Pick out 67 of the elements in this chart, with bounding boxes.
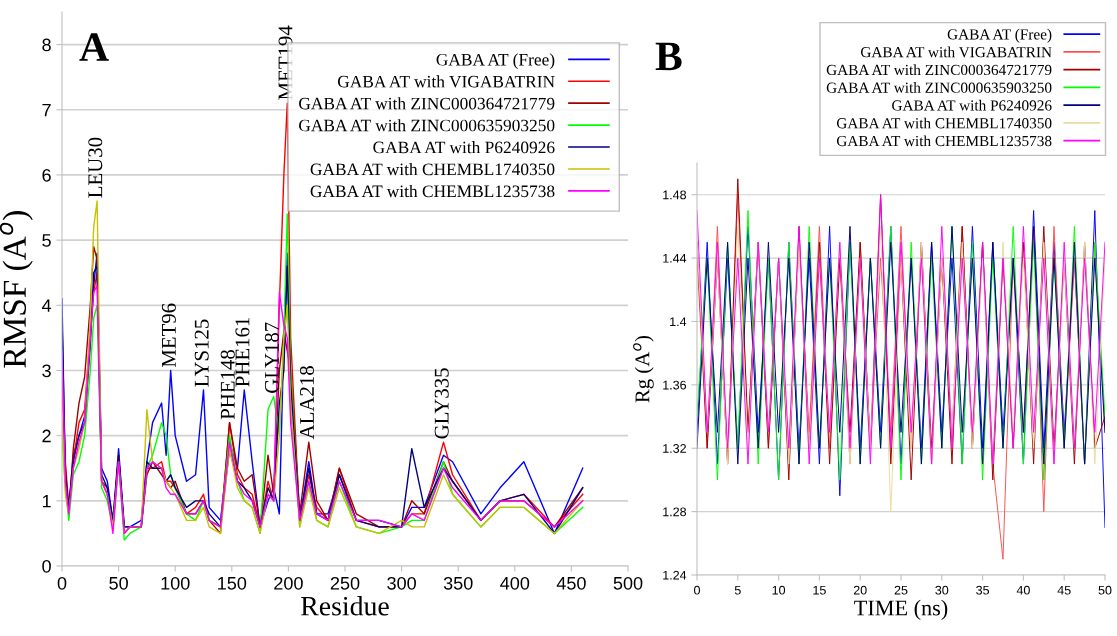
annotation: GLY187	[264, 322, 279, 393]
annotation: LYS125	[194, 319, 209, 387]
legend-label: GABA AT with ZINC000364721779	[299, 97, 555, 110]
x-tick-label: 450	[556, 576, 586, 590]
x-tick-label: 250	[330, 576, 360, 590]
y-tick-label: 3	[42, 364, 51, 378]
legend-label: GABA AT with ZINC000364721779	[826, 64, 1052, 76]
legend-label: GABA AT with CHEMBL1235738	[310, 184, 555, 198]
x-tick-label: 40	[1016, 585, 1030, 595]
legend-label: GABA AT with CHEMBL1235738	[836, 135, 1052, 147]
x-tick-label: 150	[218, 576, 247, 590]
annotation: PHE161	[235, 317, 250, 387]
y-tick-label: 1.24	[663, 570, 687, 580]
x-tick-label: 50	[1098, 585, 1112, 595]
x-tick-label: 500	[613, 576, 643, 590]
y-tick-label: 6	[42, 168, 51, 182]
legend-label: GABA AT with ZINC000635903250	[826, 82, 1052, 93]
x-axis-title: Residue	[301, 596, 389, 616]
x-tick-label: 25	[894, 585, 908, 595]
legend-label: GABA AT with VIGABATRIN	[860, 46, 1052, 58]
x-tick-label: 0	[694, 585, 700, 595]
y-tick-label: 0	[42, 559, 51, 573]
y-tick-label: 5	[42, 234, 51, 247]
y-axis-title: RMSF (A$^{o}$)	[0, 211, 33, 368]
annotation: ALA218	[299, 366, 314, 440]
legend-label: GABA AT with VIGABATRIN	[337, 75, 555, 88]
x-tick-label: 20	[853, 585, 867, 595]
y-axis-title: Rg (A$^{o}$)	[633, 335, 654, 403]
x-tick-label: 5	[734, 585, 741, 595]
x-axis-title: TIME (ns)	[854, 599, 948, 620]
annotation: MET96	[161, 303, 176, 368]
x-tick-label: 35	[976, 585, 990, 595]
y-tick-label: 7	[42, 103, 51, 117]
y-tick-label: 1.28	[663, 507, 687, 517]
x-tick-label: 200	[274, 576, 303, 590]
legend-label: GABA AT with P6240926	[373, 141, 555, 154]
y-tick-label: 1.36	[663, 380, 687, 390]
y-tick-label: 1.48	[663, 190, 687, 200]
legend-label: GABA AT (Free)	[436, 53, 555, 70]
y-tick-label: 1.4	[670, 317, 687, 326]
y-tick-label: 1.44	[663, 254, 687, 263]
x-tick-label: 0	[57, 576, 67, 590]
y-tick-label: 2	[42, 429, 51, 443]
annotation: MET194	[278, 25, 293, 100]
x-tick-label: 400	[500, 576, 530, 590]
annotation: A	[79, 33, 109, 61]
y-tick-label: 8	[42, 38, 51, 52]
x-tick-label: 300	[387, 576, 416, 590]
annotation: GLY335	[434, 368, 449, 439]
text: B	[655, 42, 682, 71]
legend-label: GABA AT with CHEMBL1740350	[310, 163, 555, 176]
y-tick-label: 1	[42, 494, 51, 508]
annotation: PHE148	[220, 350, 235, 420]
y-tick-label: 4	[41, 299, 52, 312]
legend-label: GABA AT with CHEMBL1740350	[836, 117, 1052, 129]
x-tick-label: 50	[109, 576, 128, 590]
legend-label: GABA AT with ZINC000635903250	[299, 119, 555, 132]
y-tick-label: 1.32	[663, 444, 686, 453]
x-tick-label: 15	[813, 585, 826, 595]
legend-label: GABA AT with P6240926	[892, 99, 1052, 111]
x-tick-label: 350	[443, 576, 473, 590]
x-tick-label: 100	[161, 576, 190, 590]
annotation: LEU30	[88, 137, 103, 198]
x-tick-label: 10	[772, 585, 786, 595]
x-tick-label: 30	[935, 585, 949, 595]
x-tick-label: 45	[1057, 585, 1071, 595]
legend-label: GABA AT (Free)	[947, 28, 1052, 43]
